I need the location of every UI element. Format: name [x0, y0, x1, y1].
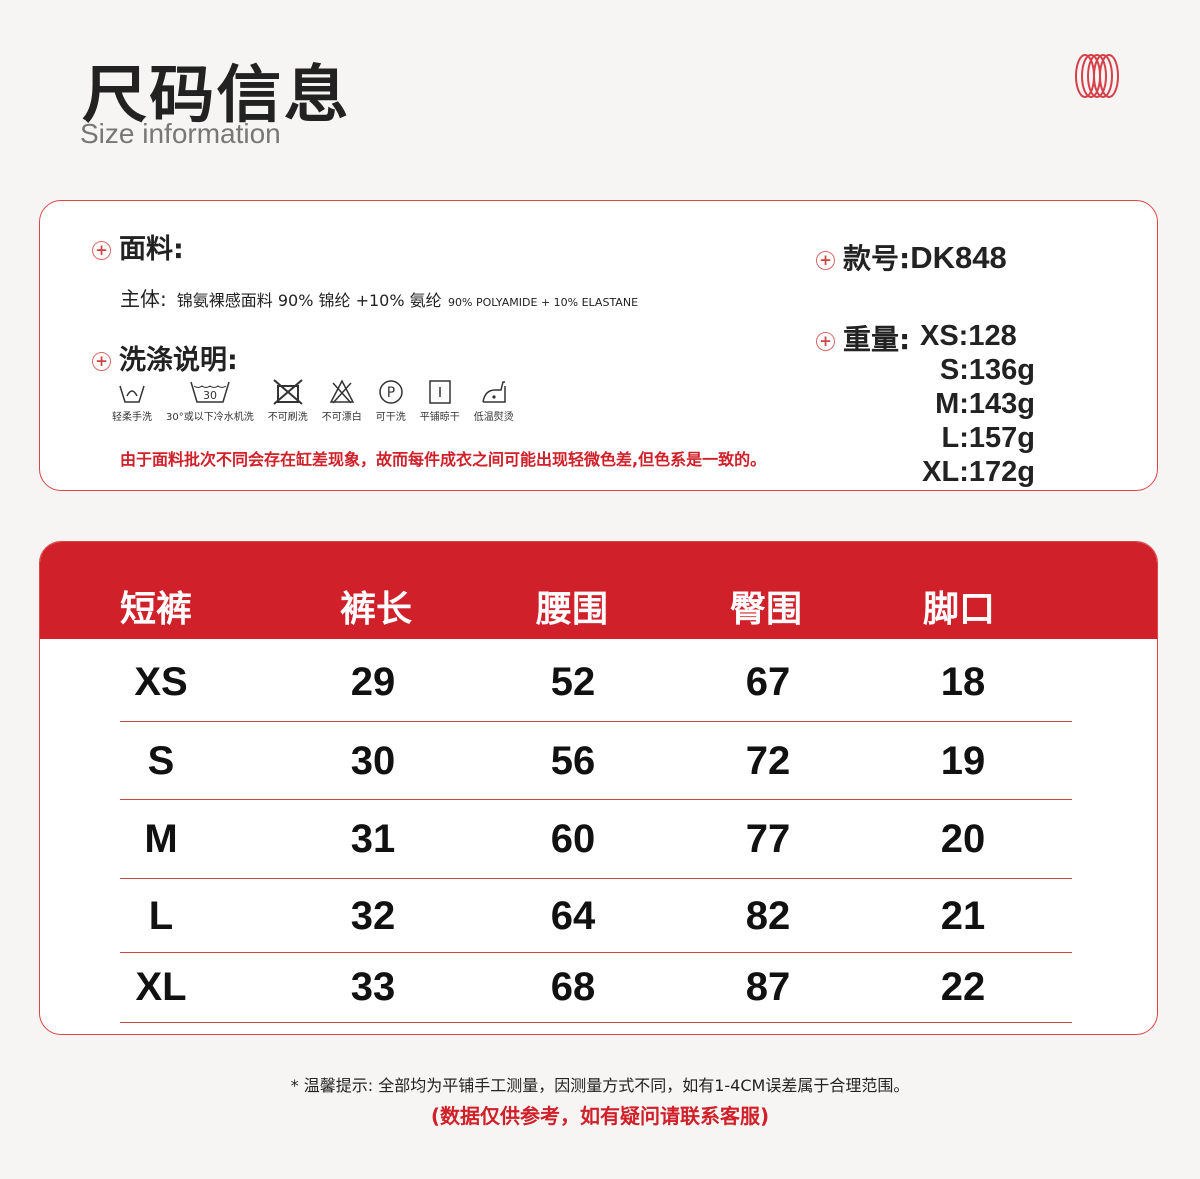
care-label: 低温熨烫 [473, 412, 514, 423]
measurement-tip: * 温馨提示: 全部均为平铺手工测量，因测量方式不同，如有1-4CM误差属于合理… [290, 1076, 910, 1095]
plus-circle-icon: + [816, 331, 835, 351]
table-row: XS 29 52 67 18 [40, 642, 1157, 722]
care-item: 平铺晾干 [420, 378, 460, 423]
row-divider [120, 721, 1072, 722]
value-cell: 60 [550, 817, 596, 861]
weight-xl: XL:172g [922, 456, 1035, 488]
style-label: 款号: [843, 242, 911, 275]
fabric-info-card [39, 200, 1158, 491]
care-label: 30°或以下冷水机洗 [166, 412, 254, 423]
fabric-heading: + 面料: [92, 227, 184, 266]
care-label: 轻柔手洗 [112, 412, 152, 423]
plus-circle-icon: + [92, 352, 111, 371]
plus-circle-icon: + [92, 241, 111, 260]
wash-heading: + 洗涤说明: [92, 338, 238, 377]
care-label: 平铺晾干 [419, 412, 460, 423]
size-cell: L [148, 893, 174, 938]
fabric-text-en: 90% POLYAMIDE + 10% ELASTANE [448, 296, 639, 309]
value-cell: 33 [350, 965, 396, 1009]
row-divider [120, 1022, 1072, 1023]
fabric-main-label: 主体: [120, 287, 167, 311]
table-row: M 31 60 77 20 [40, 800, 1157, 879]
care-label: 可干洗 [375, 412, 406, 423]
value-cell: 67 [745, 659, 791, 704]
coil-logo-icon [1075, 54, 1119, 98]
no-brush-icon [273, 379, 303, 405]
weight-l: L:157g [941, 422, 1035, 454]
care-label: 不可刷洗 [267, 412, 308, 423]
header-length: 裤长 [339, 589, 413, 630]
value-cell: 20 [940, 817, 986, 861]
header-hip: 臀围 [729, 589, 803, 630]
value-cell: 29 [350, 659, 396, 704]
value-cell: 68 [550, 965, 596, 1009]
svg-text:30: 30 [203, 389, 217, 402]
weight-m: M:143g [935, 388, 1035, 420]
fabric-text: 锦氨裸感面料 90% 锦纶 +10% 氨纶 [176, 291, 442, 310]
care-label: 不可漂白 [321, 412, 362, 423]
table-row: XL 33 68 87 22 [40, 952, 1157, 1023]
hand-wash-icon [119, 385, 145, 403]
value-cell: 31 [350, 817, 396, 861]
size-cell: M [144, 817, 178, 861]
size-cell: XS [134, 659, 188, 704]
wash-label: 洗涤说明: [119, 345, 238, 376]
header-size: 短裤 [119, 589, 193, 630]
table-header: 短裤 裤长 腰围 臀围 脚口 [40, 542, 1157, 639]
size-cell: S [147, 738, 175, 783]
care-item: 低温熨烫 [474, 378, 514, 423]
care-item: 30 30°或以下冷水机洗 [166, 378, 254, 423]
page-title: 尺码信息 [82, 58, 351, 131]
row-divider [120, 952, 1072, 953]
weight-heading: + 重量: [816, 318, 910, 358]
dry-flat-icon [428, 380, 451, 404]
style-value: DK848 [910, 240, 1007, 275]
value-cell: 77 [745, 817, 791, 861]
care-item: P 可干洗 [376, 378, 406, 423]
care-item: 不可刷洗 [268, 378, 308, 423]
size-cell: XL [135, 965, 187, 1009]
value-cell: 82 [745, 893, 791, 938]
iron-low-icon [481, 381, 506, 403]
fabric-composition: 主体: 锦氨裸感面料 90% 锦纶 +10% 氨纶 90% POLYAMIDE +… [120, 283, 638, 312]
value-cell: 64 [550, 893, 596, 938]
table-row: L 32 64 82 21 [40, 879, 1157, 953]
size-table: 短裤 裤长 腰围 臀围 脚口 XS 29 52 67 18 S 30 56 72 19 M 31 60 7… [39, 541, 1158, 1035]
dry-clean-p-icon: P [378, 380, 403, 404]
fabric-label: 面料: [119, 234, 184, 265]
care-item: 不可漂白 [322, 378, 362, 423]
value-cell: 32 [350, 893, 396, 938]
value-cell: 19 [940, 738, 986, 783]
weight-xs: XS:128 [920, 320, 1017, 352]
value-cell: 52 [550, 659, 596, 704]
care-icons: 轻柔手洗 30 30°或以下冷水机洗 不可刷洗 不可漂白 P 可干洗 平铺晾干 … [112, 378, 528, 423]
value-cell: 22 [940, 965, 986, 1009]
reference-note: (数据仅供参考，如有疑问请联系客服) [430, 1104, 770, 1128]
table-row: S 30 56 72 19 [40, 722, 1157, 800]
weight-list: XS:128 S:136g M:143g L:157g XL:172g [900, 319, 1035, 489]
svg-text:P: P [387, 385, 395, 401]
weight-s: S:136g [939, 354, 1035, 386]
header-waist: 腰围 [535, 589, 609, 630]
page-subtitle: Size information [80, 118, 281, 149]
header-leg-opening: 脚口 [922, 589, 996, 630]
row-divider [120, 878, 1072, 879]
style-number: + 款号:DK848 [816, 237, 1007, 277]
color-difference-note: 由于面料批次不同会存在缸差现象，故而每件成衣之间可能出现轻微色差,但色系是一致的… [120, 450, 767, 469]
value-cell: 87 [745, 965, 791, 1009]
plus-circle-icon: + [816, 250, 835, 270]
row-divider [120, 799, 1072, 800]
machine-wash-30-icon: 30 [190, 381, 230, 403]
no-bleach-icon [329, 379, 354, 404]
value-cell: 72 [745, 738, 791, 783]
value-cell: 18 [940, 659, 986, 704]
value-cell: 21 [940, 893, 986, 938]
weight-label: 重量: [843, 323, 911, 356]
value-cell: 56 [550, 738, 596, 783]
care-item: 轻柔手洗 [112, 378, 152, 423]
value-cell: 30 [350, 738, 396, 783]
